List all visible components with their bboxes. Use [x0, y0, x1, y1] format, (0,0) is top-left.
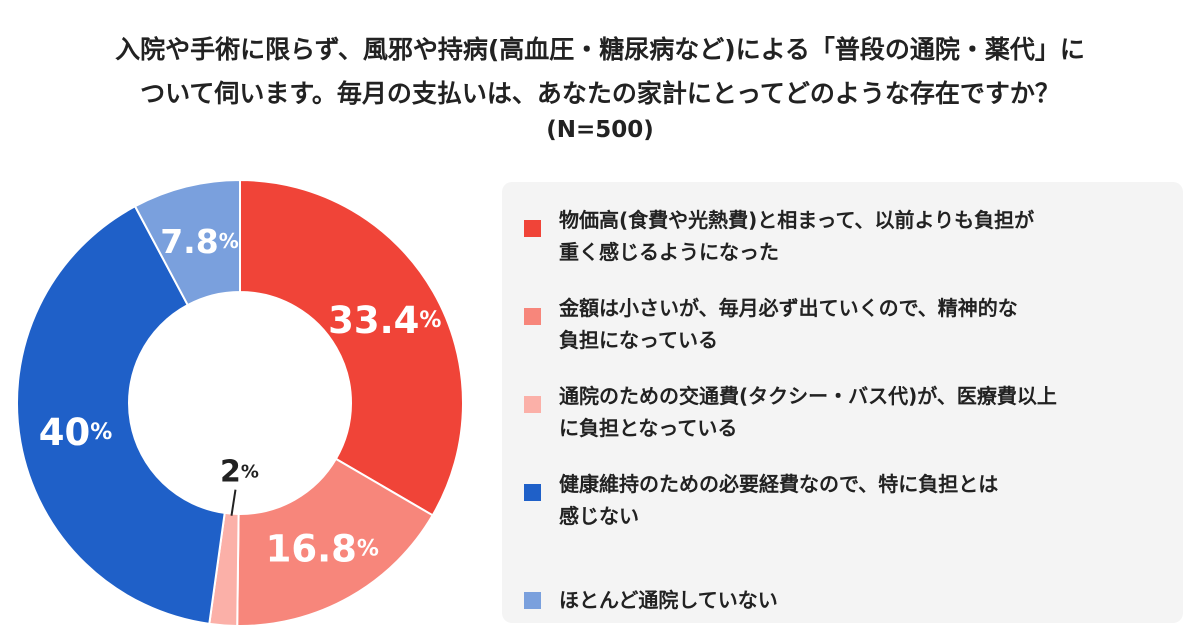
legend-label-2: 金額は小さいが、毎月必ず出ていくので、精神的な 負担になっている	[559, 292, 1159, 356]
chart-title-line-1: 入院や手術に限らず、風邪や持病(高血圧・糖尿病など)による「普段の通院・薬代」に	[115, 35, 1085, 64]
legend-swatch-4	[524, 484, 541, 501]
donut-slice-4	[16, 204, 226, 626]
legend-label-1-line-2: 重く感じるようになった	[559, 240, 779, 264]
donut-slice-2	[236, 457, 435, 627]
data-label-4: 40%	[39, 411, 113, 454]
donut-chart: 33.4% 16.8% 2% 40% 7.8%	[16, 178, 464, 627]
legend-item-1: 物価高(食費や光熱費)と相まって、以前よりも負担が 重く感じるようになった	[524, 204, 1161, 292]
legend-item-4: 健康維持のための必要経費なので、特に負担とは 感じない	[524, 468, 1161, 556]
data-label-3: 2%	[220, 454, 259, 489]
data-label-5: 7.8%	[160, 221, 239, 260]
legend-label-1-line-1: 物価高(食費や光熱費)と相まって、以前よりも負担が	[559, 208, 1035, 232]
legend-label-5-line-1: ほとんど通院していない	[559, 588, 778, 612]
legend-label-5: ほとんど通院していない	[559, 584, 1159, 616]
chart-title-line-2: ついて伺います。毎月の支払いは、あなたの家計にとってどのような存在ですか？	[140, 79, 1060, 108]
legend-label-4: 健康維持のための必要経費なので、特に負担とは 感じない	[559, 468, 1159, 532]
legend-label-2-line-2: 負担になっている	[559, 328, 718, 352]
legend-swatch-1	[524, 220, 541, 237]
legend-item-3: 通院のための交通費(タクシー・バス代)が、医療費以上 に負担となっている	[524, 380, 1161, 468]
legend-label-3: 通院のための交通費(タクシー・バス代)が、医療費以上 に負担となっている	[559, 380, 1159, 444]
legend-label-4-line-1: 健康維持のための必要経費なので、特に負担とは	[559, 472, 999, 496]
legend-swatch-2	[524, 308, 541, 325]
legend-label-1: 物価高(食費や光熱費)と相まって、以前よりも負担が 重く感じるようになった	[559, 204, 1159, 268]
donut-slice-1	[239, 178, 464, 517]
chart-title: 入院や手術に限らず、風邪や持病(高血圧・糖尿病など)による「普段の通院・薬代」に…	[0, 28, 1200, 116]
data-label-2: 16.8%	[266, 527, 379, 570]
legend-item-2: 金額は小さいが、毎月必ず出ていくので、精神的な 負担になっている	[524, 292, 1161, 380]
legend-swatch-5	[524, 591, 541, 609]
legend-label-4-line-2: 感じない	[559, 504, 639, 528]
slice-3-leader-line	[230, 489, 237, 516]
legend-item-5: ほとんど通院していない	[524, 556, 1161, 644]
legend: 物価高(食費や光熱費)と相まって、以前よりも負担が 重く感じるようになった 金額…	[502, 182, 1183, 623]
legend-label-3-line-2: に負担となっている	[559, 416, 738, 440]
donut-slice-5	[133, 178, 241, 307]
legend-swatch-3	[524, 396, 541, 413]
data-label-1: 33.4%	[328, 298, 441, 341]
chart-subtitle: (N=500)	[546, 117, 654, 143]
legend-label-3-line-1: 通院のための交通費(タクシー・バス代)が、医療費以上	[559, 384, 1057, 408]
legend-label-2-line-1: 金額は小さいが、毎月必ず出ていくので、精神的な	[559, 296, 1018, 320]
